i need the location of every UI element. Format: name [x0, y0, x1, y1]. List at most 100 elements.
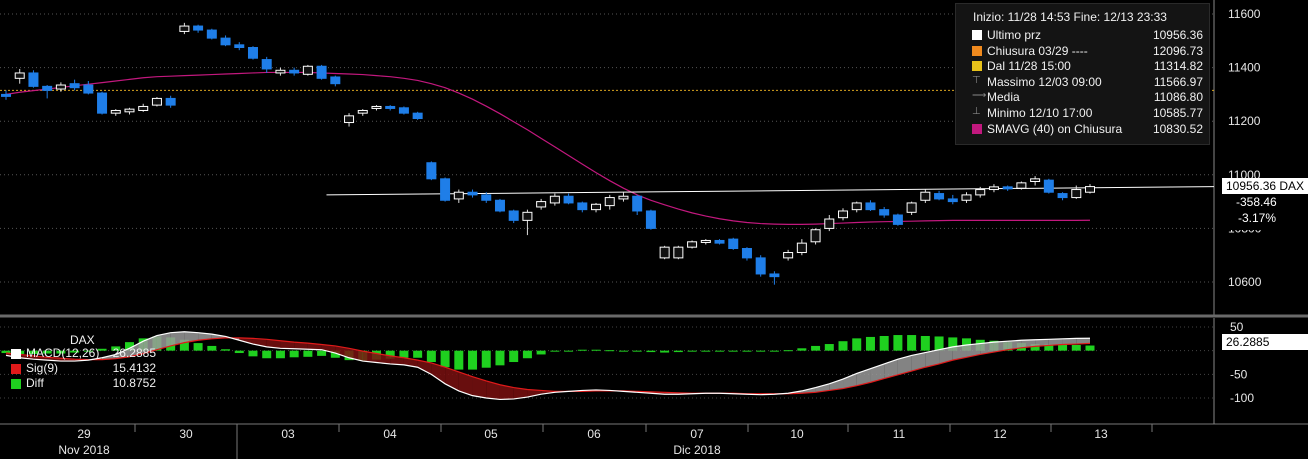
- candle: [687, 240, 698, 249]
- diff-bar: [42, 350, 52, 354]
- diff-bar: [605, 350, 615, 352]
- candle-body: [508, 210, 519, 221]
- candle-body: [1002, 186, 1013, 190]
- candle: [385, 105, 396, 111]
- price-tick-label: 11400: [1228, 61, 1261, 75]
- macd-signal-fill: [335, 345, 350, 358]
- diff-bar: [221, 349, 231, 351]
- diff-bar: [207, 345, 217, 351]
- candle-body: [28, 72, 39, 87]
- candle-body: [69, 83, 80, 89]
- price-legend: Inizio: 11/28 14:53 Fine: 12/13 23:33 Ul…: [955, 3, 1210, 145]
- candle-body: [755, 257, 766, 275]
- macd-signal-fill: [1021, 339, 1036, 348]
- candle-body: [426, 162, 437, 180]
- macd-signal-fill: [952, 344, 967, 361]
- diff-bar: [481, 350, 491, 368]
- macd-signal-fill: [294, 342, 308, 350]
- legend-row: Ultimo prz 10956.36: [956, 28, 1209, 43]
- macd-signal-fill: [321, 344, 336, 354]
- candle-body: [673, 246, 684, 259]
- candle: [1002, 185, 1013, 191]
- x-day-label: 30: [179, 427, 193, 441]
- candle-body: [549, 195, 560, 204]
- panel-separator: [0, 314, 1308, 425]
- diff-bar: [522, 350, 532, 359]
- macd-signal-fill: [815, 383, 830, 393]
- candle: [316, 64, 327, 80]
- candle: [645, 209, 656, 230]
- candle: [83, 81, 94, 95]
- diff-bar: [330, 350, 340, 358]
- diff-bar: [879, 335, 889, 351]
- diff-bar: [673, 350, 683, 353]
- candle-body: [316, 65, 327, 79]
- x-month-label: Dic 2018: [673, 443, 721, 457]
- candle: [906, 201, 917, 215]
- legend-row: ⊤ Massimo 12/03 09:00 11566.97: [956, 75, 1209, 90]
- candle-body: [947, 198, 958, 203]
- candle-body: [110, 109, 121, 114]
- candle: [632, 194, 643, 215]
- candle-body: [42, 85, 53, 91]
- candle-body: [934, 193, 945, 200]
- macd-signal-fill: [911, 352, 926, 372]
- diff-bar: [934, 336, 944, 351]
- macd-signal-fill: [499, 384, 514, 400]
- macd-signal-fill: [870, 363, 885, 383]
- macd-legend-row: Sig(9) 15.4132: [6, 361, 156, 376]
- legend-row: Dal 11/28 15:00 11314.82: [956, 59, 1209, 74]
- diff-bar: [618, 350, 628, 352]
- macd-signal-fill: [376, 353, 391, 364]
- x-day-label: 10: [790, 427, 804, 441]
- macd-signal-fill: [431, 362, 446, 384]
- diff-bar: [632, 350, 642, 352]
- candle-body: [892, 214, 903, 225]
- legend-value: 11314.82: [1153, 59, 1203, 74]
- diff-bar: [742, 350, 752, 352]
- macd-signal-fill: [362, 351, 377, 363]
- square-icon: [972, 61, 982, 72]
- macd-signal-fill: [472, 376, 487, 398]
- candle-body: [645, 210, 656, 229]
- time-axis: 29 Nov 2018 30 03 04 05 06 07 Dic 2018 10 11 12 13: [58, 424, 1153, 459]
- candle-body: [220, 37, 231, 46]
- candle: [330, 75, 341, 87]
- candle: [42, 85, 53, 99]
- candle: [851, 201, 862, 213]
- x-day-label: 06: [587, 427, 601, 441]
- candle-body: [961, 194, 972, 201]
- candle-body: [467, 191, 478, 196]
- candle: [453, 189, 464, 203]
- diff-bar: [783, 350, 793, 352]
- candle: [522, 209, 533, 236]
- candle-body: [563, 195, 574, 204]
- diff-bar: [797, 348, 807, 351]
- candle: [961, 192, 972, 203]
- legend-row: SMAVG (40) on Chiusura 10830.52: [956, 122, 1209, 137]
- macd-signal-fill: [156, 332, 171, 350]
- diff-bar: [426, 350, 436, 363]
- candle: [769, 271, 780, 285]
- candle: [412, 111, 423, 120]
- candle: [947, 194, 958, 205]
- diff-bar: [495, 350, 505, 366]
- candle-body: [618, 195, 629, 200]
- legend-label: Media: [987, 90, 1020, 105]
- candle-body: [481, 194, 492, 201]
- candle: [275, 67, 286, 76]
- x-day-label: 04: [383, 427, 397, 441]
- candle-body: [810, 229, 821, 243]
- candle: [247, 46, 258, 60]
- candle-body: [1085, 186, 1095, 193]
- macd-signal-fill: [280, 340, 295, 349]
- diff-bar: [756, 350, 766, 352]
- macd-signal-fill: [843, 373, 857, 389]
- candle: [371, 105, 382, 111]
- diff-bar: [440, 350, 450, 368]
- legend-row: ⟶ Media 11086.80: [956, 90, 1209, 105]
- price-tick-label: 10600: [1228, 275, 1262, 289]
- candle: [577, 201, 588, 213]
- candle: [618, 192, 629, 202]
